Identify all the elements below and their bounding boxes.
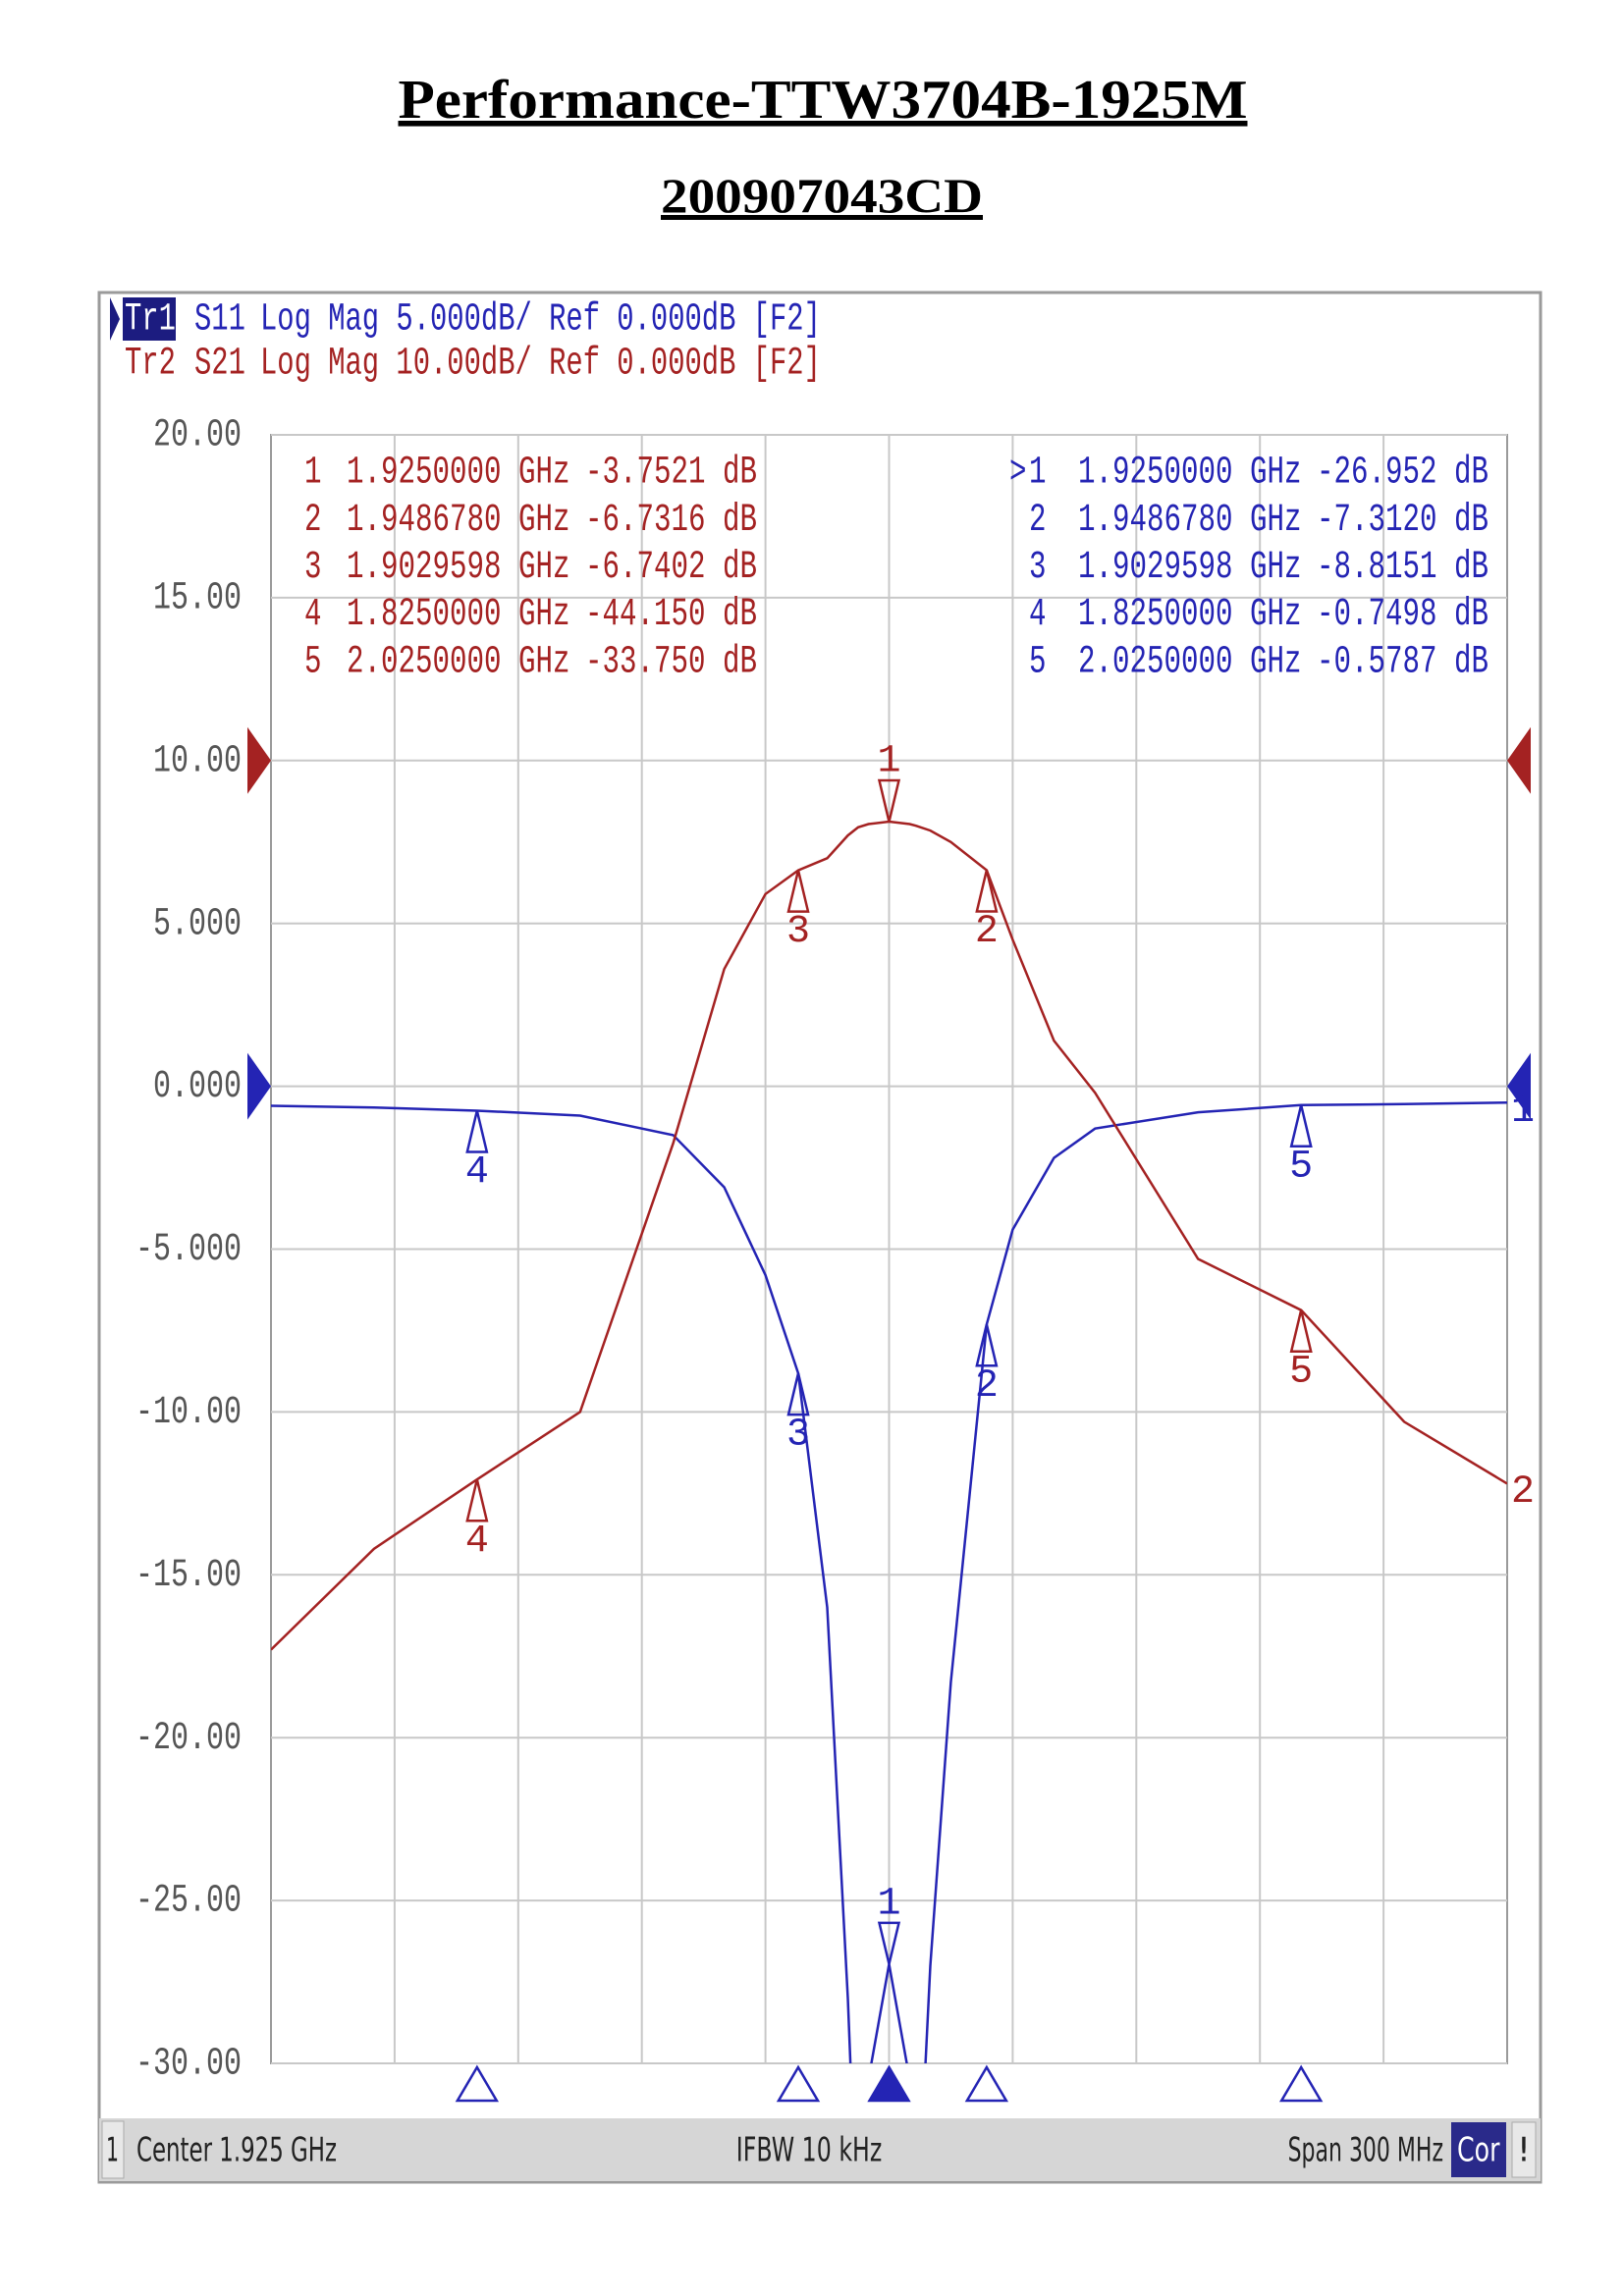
trace-end-label: 1 [1511,1090,1535,1134]
trace-marker [786,870,810,913]
trace-marker-label: 1 [877,740,900,784]
stimulus-marker [1278,2064,1324,2103]
trace-end-label: 2 [1511,1470,1535,1515]
marker-number: 2 [304,499,322,543]
marker-frequency: 1.9250000 GHz [347,452,570,496]
trace-marker-label: 5 [1289,1145,1313,1189]
marker-value: -0.7498 dB [1317,593,1489,637]
y-tick-label: 0.000 [153,1065,242,1109]
status-channel: 1 [106,2131,119,2170]
y-tick-label: -15.00 [135,1554,242,1598]
marker-value: -3.7521 dB [585,452,757,496]
trace-id: Tr2 [125,343,176,387]
marker-number: 1 [1029,452,1047,496]
status-span: Span 300 MHz [1288,2131,1443,2170]
marker-number: 3 [1029,546,1047,590]
reference-arrow-left [247,726,271,794]
y-tick-label: -30.00 [135,2043,242,2087]
marker-value: -33.750 dB [585,640,757,684]
active-trace-highlight [123,297,176,341]
marker-number: 5 [304,640,322,684]
series-name: S11 [194,298,245,343]
trace-marker [786,1372,810,1416]
active-trace-pointer [110,297,120,341]
marker-value: -6.7402 dB [585,546,757,590]
trace-marker [465,1110,489,1153]
y-tick-label: -10.00 [135,1391,242,1435]
marker-frequency: 1.9029598 GHz [347,546,570,590]
page-subtitle: 200907043CD [661,168,983,223]
marker-frequency: 2.0250000 GHz [347,640,570,684]
trace-marker-label: 1 [877,1882,900,1926]
status-ifbw: IFBW 10 kHz [736,2131,883,2170]
series-name: S21 [194,343,245,387]
trace-marker-label: 5 [1289,1350,1313,1394]
marker-number: 4 [1029,593,1047,637]
status-center: Center 1.925 GHz [136,2131,337,2170]
y-tick-label: -5.000 [135,1228,242,1272]
trace-marker [1289,1104,1313,1148]
trace-marker-label: 3 [786,1414,810,1458]
status-alert-box [1511,2121,1537,2178]
trace-marker-label: 2 [975,910,999,954]
marker-number: 4 [304,593,322,637]
trace-marker-label: 3 [786,910,810,954]
active-marker-prefix: > [1009,452,1027,496]
trace-marker [975,1323,999,1367]
marker-value: -26.952 dB [1317,452,1489,496]
reference-arrow-right [1507,726,1531,794]
trace-marker [877,778,901,823]
marker-value: -44.150 dB [585,593,757,637]
marker-frequency: 1.8250000 GHz [347,593,570,637]
trace-id: Tr1 [125,298,176,343]
stimulus-marker [964,2064,1009,2103]
y-tick-label: 10.00 [153,739,242,783]
y-tick-label: -20.00 [135,1717,242,1761]
y-tick-label: 5.000 [153,902,242,946]
trace-marker [1289,1309,1313,1353]
marker-value: -0.5787 dB [1317,640,1489,684]
y-tick-label: 20.00 [153,414,242,458]
marker-frequency: 1.9486780 GHz [347,499,570,543]
trace-marker-label: 2 [975,1364,999,1409]
status-cor-box [1451,2122,1506,2177]
stimulus-marker [776,2064,821,2103]
marker-frequency: 1.9486780 GHz [1078,499,1302,543]
marker-frequency: 2.0250000 GHz [1078,640,1302,684]
trace-marker-label: 4 [465,1150,489,1195]
trace-marker [877,1921,901,1965]
trace-marker [975,870,999,913]
marker-value: -6.7316 dB [585,499,757,543]
trace-header: Log Mag 10.00dB/ Ref 0.000dB [F2] [260,343,821,387]
marker-value: -7.3120 dB [1317,499,1489,543]
reference-arrow-right [1507,1052,1531,1120]
marker-number: 5 [1029,640,1047,684]
trace-marker-label: 4 [465,1520,489,1564]
y-tick-label: -25.00 [135,1880,242,1924]
marker-frequency: 1.9250000 GHz [1078,452,1302,496]
y-tick-label: 15.00 [153,576,242,620]
stimulus-marker [455,2064,500,2103]
marker-frequency: 1.8250000 GHz [1078,593,1302,637]
status-cor: Cor [1457,2131,1500,2170]
stimulus-marker [867,2064,911,2103]
marker-value: -8.8151 dB [1317,546,1489,590]
marker-number: 3 [304,546,322,590]
page-title: Performance-TTW3704B-1925M [399,70,1248,131]
marker-number: 1 [304,452,322,496]
trace-marker [465,1478,489,1522]
status-alert: ! [1517,2131,1531,2170]
marker-frequency: 1.9029598 GHz [1078,546,1302,590]
status-cell [101,2120,125,2179]
marker-number: 2 [1029,499,1047,543]
reference-arrow-left [247,1052,271,1120]
status-bar [99,2118,1541,2181]
trace-header: Log Mag 5.000dB/ Ref 0.000dB [F2] [260,298,821,343]
